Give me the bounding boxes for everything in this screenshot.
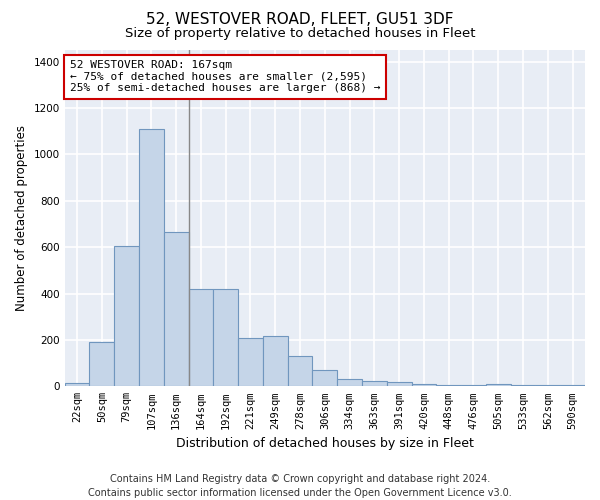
Bar <box>263 336 287 386</box>
Bar <box>65 383 89 386</box>
Bar <box>188 289 214 386</box>
Text: 52 WESTOVER ROAD: 167sqm
← 75% of detached houses are smaller (2,595)
25% of sem: 52 WESTOVER ROAD: 167sqm ← 75% of detach… <box>70 60 380 94</box>
Bar <box>535 385 560 386</box>
Bar <box>387 382 412 386</box>
Bar <box>362 380 387 386</box>
Bar <box>511 385 535 386</box>
Bar <box>436 385 461 386</box>
Bar <box>287 356 313 386</box>
Y-axis label: Number of detached properties: Number of detached properties <box>15 125 28 311</box>
Bar <box>486 384 511 386</box>
Bar <box>89 342 114 386</box>
Bar <box>461 385 486 386</box>
X-axis label: Distribution of detached houses by size in Fleet: Distribution of detached houses by size … <box>176 437 474 450</box>
Text: Contains HM Land Registry data © Crown copyright and database right 2024.
Contai: Contains HM Land Registry data © Crown c… <box>88 474 512 498</box>
Bar <box>238 338 263 386</box>
Text: Size of property relative to detached houses in Fleet: Size of property relative to detached ho… <box>125 28 475 40</box>
Bar <box>337 380 362 386</box>
Bar <box>139 129 164 386</box>
Bar <box>560 385 585 386</box>
Bar <box>164 232 188 386</box>
Text: 52, WESTOVER ROAD, FLEET, GU51 3DF: 52, WESTOVER ROAD, FLEET, GU51 3DF <box>146 12 454 28</box>
Bar <box>214 289 238 386</box>
Bar <box>313 370 337 386</box>
Bar <box>114 246 139 386</box>
Bar <box>412 384 436 386</box>
